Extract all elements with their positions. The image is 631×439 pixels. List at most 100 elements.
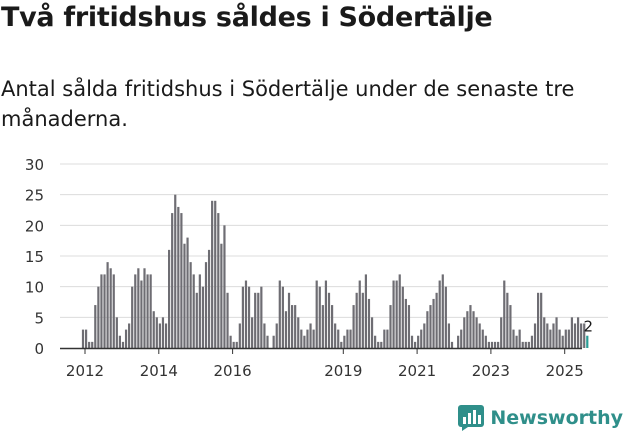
bar: [251, 317, 254, 348]
bar: [466, 311, 469, 348]
bar: [112, 274, 115, 348]
bar: [337, 329, 340, 348]
bar: [530, 335, 534, 348]
bar: [220, 243, 223, 348]
bar: [232, 341, 235, 348]
bar: [109, 268, 112, 348]
bar: [518, 329, 521, 348]
bar: [88, 341, 91, 348]
bar: [383, 329, 386, 348]
bar: [223, 225, 226, 348]
bar: [103, 274, 106, 348]
bar: [423, 323, 426, 348]
bar: [500, 317, 503, 348]
bar: [241, 286, 244, 348]
bar: [81, 329, 85, 348]
bar: [211, 200, 214, 348]
bar: [254, 292, 257, 348]
bar: [266, 335, 269, 348]
bar: [100, 274, 103, 348]
bar: [493, 341, 497, 348]
bar: [330, 305, 334, 348]
bar-highlighted: [586, 335, 589, 348]
bar: [407, 305, 411, 348]
bar: [429, 305, 432, 348]
bar: [143, 268, 146, 348]
bar: [386, 329, 389, 348]
brand-name: Newsworthy: [490, 407, 623, 429]
bar: [401, 286, 404, 348]
bar: [161, 317, 165, 348]
bar: [217, 213, 220, 348]
y-tick-label: 25: [25, 187, 44, 205]
bar: [361, 292, 364, 348]
bar: [189, 262, 192, 348]
x-tick-label: 2023: [472, 362, 510, 380]
y-tick-label: 10: [25, 279, 44, 297]
bar: [207, 249, 211, 348]
bars: [81, 194, 589, 348]
bar: [97, 286, 100, 348]
chart-title: Två fritidshus såldes i Södertälje: [1, 2, 493, 33]
bar: [509, 305, 512, 348]
bar: [426, 311, 429, 348]
bar: [392, 280, 395, 348]
bar: [444, 286, 447, 348]
bar: [343, 335, 346, 348]
bar: [490, 341, 494, 348]
bar: [469, 305, 472, 348]
bar: [463, 317, 466, 348]
bar: [128, 323, 131, 348]
x-tick-label: 2012: [66, 362, 104, 380]
bar: [168, 249, 171, 348]
bar: [171, 213, 174, 348]
bar: [306, 329, 309, 348]
chart-subtitle: Antal sålda fritidshus i Södertälje unde…: [1, 77, 575, 131]
bar: [478, 323, 481, 348]
bar: [324, 280, 328, 348]
y-tick-label: 20: [25, 217, 44, 235]
bar: [404, 298, 407, 348]
bar: [533, 323, 537, 348]
bar: [358, 280, 361, 348]
bar: [152, 311, 155, 348]
bar: [195, 292, 198, 348]
bar: [497, 341, 500, 348]
bar: [287, 292, 291, 348]
bar: [257, 292, 260, 348]
bar: [543, 317, 546, 348]
bar: [238, 323, 241, 348]
bar: [583, 323, 586, 348]
bar: [284, 311, 288, 348]
bar: [580, 323, 583, 348]
bar: [260, 286, 263, 348]
bar: [263, 323, 266, 348]
bar: [457, 335, 460, 348]
bar: [174, 194, 177, 348]
bar: [244, 280, 248, 348]
bar: [318, 286, 321, 348]
bar: [124, 329, 128, 348]
bar: [527, 341, 530, 348]
bar: [300, 329, 303, 348]
bar: [291, 305, 294, 348]
bar: [198, 274, 201, 348]
bar: [278, 280, 281, 348]
bar: [364, 274, 367, 348]
bar: [158, 323, 161, 348]
bar: [149, 274, 152, 348]
bar: [414, 341, 417, 348]
y-tick-label: 0: [34, 340, 44, 358]
y-tick-label: 5: [34, 309, 44, 327]
bar: [183, 243, 186, 348]
bar: [106, 262, 109, 348]
bar: [140, 280, 143, 348]
bar: [146, 274, 149, 348]
bar: [395, 280, 398, 348]
bar: [201, 286, 205, 348]
bar: [398, 274, 401, 348]
bar: [186, 237, 189, 348]
bar: [564, 329, 567, 348]
highlight-value-label: 2: [584, 318, 594, 336]
